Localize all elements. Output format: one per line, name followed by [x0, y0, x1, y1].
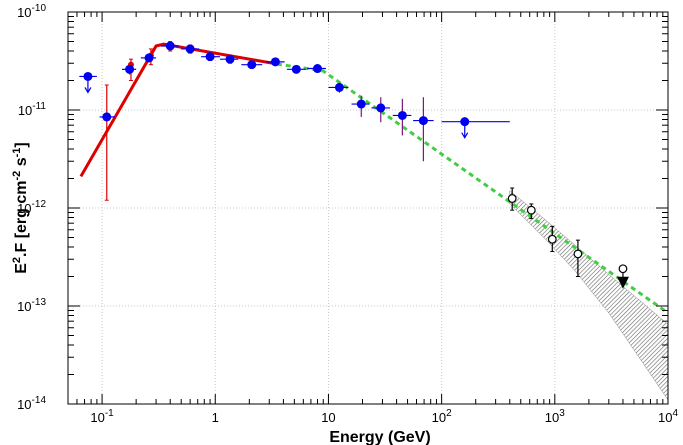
data-points [79, 41, 629, 289]
blue-data-point [125, 64, 135, 74]
blue-data-point [83, 71, 93, 81]
y-axis-title: E2.F [erg cm-2 s-1] [11, 142, 30, 274]
x-tick-label: 10-1 [90, 408, 114, 425]
x-tick-label: 10 [321, 410, 335, 425]
open-data-point [507, 194, 517, 203]
upper-limit-arrow-head [461, 132, 469, 139]
blue-data-point [376, 103, 386, 113]
x-axis-title: Energy (GeV) [329, 429, 430, 445]
blue-data-point [312, 64, 322, 74]
upper-limit-arrow-head [84, 87, 92, 94]
x-tick-label: 1 [212, 410, 219, 425]
y-tick-label: 10-13 [17, 297, 46, 314]
blue-data-point [205, 52, 215, 62]
open-data-point [526, 205, 536, 215]
open-data-point [573, 249, 583, 259]
open-data-point [618, 264, 628, 274]
y-tick-label: 10-11 [18, 101, 47, 118]
open-upper-limit-arrow [616, 276, 629, 289]
blue-data-point [460, 117, 470, 127]
blue-data-point [144, 53, 154, 63]
axes: 10-1 1 10 102 103 10410-1410-1310-1210-1110-1… [17, 3, 678, 425]
model-lines [79, 42, 668, 315]
fit-band-area [509, 190, 668, 401]
grid-lines [68, 12, 668, 404]
blue-data-point [247, 60, 257, 70]
broken-powerlaw-fit-line [79, 42, 278, 178]
x-tick-label: 104 [658, 408, 678, 425]
open-data-point [547, 234, 557, 244]
y-tick-label: 10-14 [17, 395, 46, 412]
blue-data-point [291, 64, 301, 74]
blue-data-point [165, 41, 175, 51]
y-tick-label: 10-12 [17, 199, 46, 216]
fit-uncertainty-band [509, 190, 668, 401]
blue-data-point [418, 116, 428, 126]
x-tick-label: 102 [432, 408, 452, 425]
blue-data-point [102, 112, 112, 122]
blue-data-point [397, 110, 407, 120]
blue-data-point [185, 44, 195, 54]
powerlaw-extrapolation-line [276, 62, 668, 315]
x-tick-label: 103 [545, 408, 565, 425]
blue-data-point [225, 54, 235, 64]
y-tick-label: 10-10 [17, 3, 46, 20]
blue-data-point [334, 82, 344, 92]
blue-data-point [356, 99, 366, 109]
blue-data-point [270, 57, 280, 67]
